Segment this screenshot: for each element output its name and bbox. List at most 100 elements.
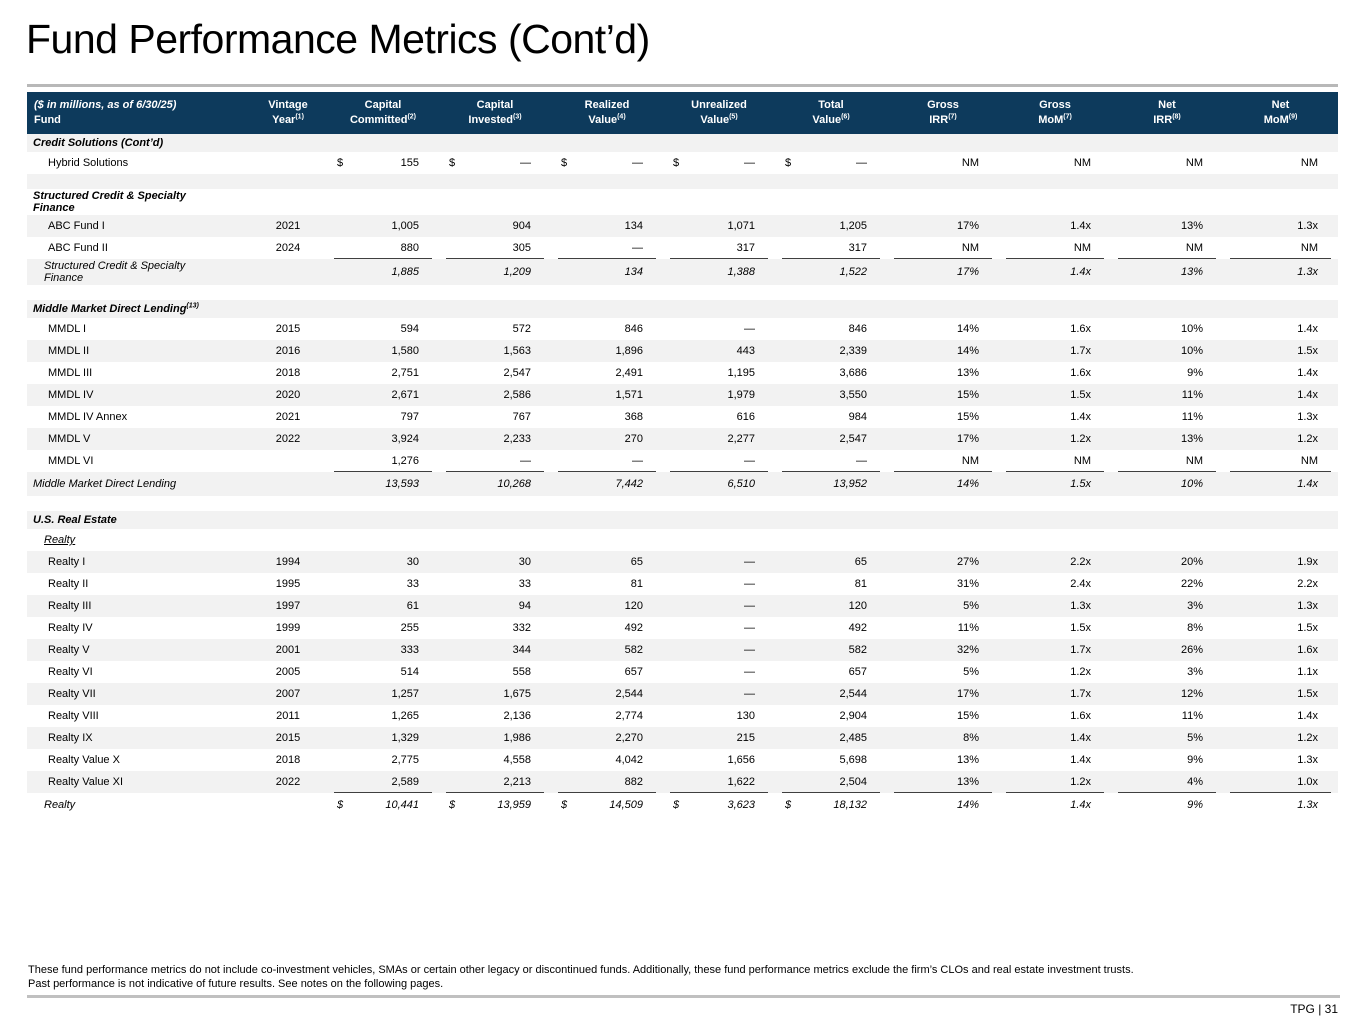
- cell-invested: 33: [518, 578, 531, 590]
- cell-fund: Realty: [44, 799, 76, 811]
- cell-unrealized: 1,071: [663, 215, 775, 237]
- cell-invested: 30: [439, 551, 551, 573]
- cell-unrealized: [663, 529, 775, 551]
- cell-unrealized: 443: [663, 340, 775, 362]
- cell-net_irr: 5%: [1111, 727, 1223, 749]
- cell-invested: 1,675: [439, 683, 551, 705]
- cell-net_irr: 3%: [1187, 666, 1203, 678]
- cell-gross_mom: [999, 511, 1111, 529]
- cell-realized: 2,270: [551, 727, 663, 749]
- cell-gross_irr: 17%: [887, 215, 999, 237]
- cell-gross_mom: 1.5x: [999, 472, 1111, 496]
- cell-vintage: 2015: [275, 323, 301, 335]
- cell-vintage: 2022: [249, 771, 327, 793]
- column-header-committed: Capital Committed(2): [327, 92, 439, 134]
- cell-gross_mom: 1.7x: [999, 639, 1111, 661]
- cell-unrealized: [663, 134, 775, 152]
- cell-fund: [27, 174, 249, 189]
- cell-net_mom: 1.5x: [1297, 622, 1318, 634]
- cell-realized: —: [551, 450, 663, 472]
- cell-gross_mom: 1.2x: [999, 428, 1111, 450]
- cell-total: 2,339: [775, 340, 887, 362]
- fund-row: Realty II 1995 33 33 81 — 81 31% 2.4x 22% 2.2x: [27, 573, 1338, 595]
- cell-gross_mom: 1.2x: [999, 771, 1111, 793]
- cell-vintage: 2001: [249, 639, 327, 661]
- cell-committed: 1,276: [327, 450, 439, 472]
- cell-unrealized: 215: [663, 727, 775, 749]
- footer-divider: [27, 995, 1340, 998]
- cell-gross_irr: 15%: [956, 411, 979, 423]
- cell-net_irr: [1111, 511, 1223, 529]
- cell-realized: $14,509: [561, 799, 643, 811]
- cell-committed: 2,589: [327, 771, 439, 793]
- cell-committed: 1,329: [327, 727, 439, 749]
- cell-committed: 797: [400, 411, 419, 423]
- fund-row: Realty IX 2015 1,329 1,986 2,270 215 2,485 8% 1.…: [27, 727, 1338, 749]
- cell-fund: Realty III: [27, 595, 249, 617]
- cell-net_mom: 1.5x: [1223, 340, 1338, 362]
- fund-row: MMDL IV Annex 2021 797 767 368 616 984 15% 1.4x 1…: [27, 406, 1338, 428]
- cell-committed: $10,441: [337, 799, 419, 811]
- cell-unrealized: [663, 496, 775, 511]
- cell-realized: 4,042: [615, 754, 643, 766]
- cell-gross_irr: [887, 189, 999, 215]
- cell-vintage: 2011: [276, 710, 300, 722]
- cell-gross_irr: [887, 529, 999, 551]
- cell-net_mom: [1223, 511, 1338, 529]
- cell-committed: 255: [400, 622, 419, 634]
- cell-total: $ —: [785, 157, 867, 169]
- cell-net_mom: [1223, 300, 1338, 318]
- cell-invested: 4,558: [503, 754, 531, 766]
- cell-net_mom: [1223, 174, 1338, 189]
- cell-net_irr: NM: [1185, 157, 1203, 169]
- cell-unrealized: —: [663, 551, 775, 573]
- cell-fund: Realty V: [27, 639, 249, 661]
- cell-vintage: [249, 496, 327, 511]
- cell-realized: [551, 529, 663, 551]
- cell-total: 3,686: [839, 367, 867, 379]
- cell-invested: 1,986: [439, 727, 551, 749]
- cell-gross_mom: 1.3x: [999, 595, 1111, 617]
- fund-row: ABC Fund I 2021 1,005 904 134 1,071 1,205 17% 1.…: [27, 215, 1338, 237]
- cell-invested: 10,268: [439, 472, 551, 496]
- cell-unrealized: —: [744, 578, 755, 590]
- column-header-net_mom: Net MoM(9): [1223, 92, 1338, 134]
- cell-realized: [551, 285, 663, 300]
- column-header-gross_mom: Gross MoM(7): [999, 92, 1111, 134]
- section-row: Middle Market Direct Lending(13): [27, 300, 1338, 318]
- cell-gross_mom: 1.7x: [999, 683, 1111, 705]
- cell-committed: [327, 189, 439, 215]
- cell-gross_irr: 17%: [887, 259, 999, 285]
- cell-committed: 33: [406, 578, 419, 590]
- cell-total: 2,485: [775, 727, 887, 749]
- cell-gross_mom: [999, 529, 1111, 551]
- blank-row: [27, 174, 1338, 189]
- cell-gross_irr: 13%: [956, 367, 979, 379]
- cell-realized: [551, 511, 663, 529]
- cell-unrealized: [663, 300, 775, 318]
- cell-realized: 2,774: [615, 710, 643, 722]
- cell-gross_irr: 27%: [887, 551, 999, 573]
- cell-gross_irr: 31%: [956, 578, 979, 590]
- cell-net_mom: 1.4x: [1297, 367, 1318, 379]
- cell-net_mom: 1.3x: [1223, 215, 1338, 237]
- cell-gross_mom: 1.6x: [1070, 323, 1091, 335]
- cell-total: [775, 174, 887, 189]
- cell-vintage: [249, 189, 327, 215]
- cell-vintage: [249, 259, 327, 285]
- cell-unrealized: $ —: [673, 157, 755, 169]
- fund-row: MMDL I 2015 594 572 846 — 846 14% 1.6x 10% 1.4x: [27, 318, 1338, 340]
- cell-gross_mom: NM: [999, 237, 1111, 259]
- cell-net_mom: [1223, 285, 1338, 300]
- fund-row: MMDL III 2018 2,751 2,547 2,491 1,195 3,686 13%…: [27, 362, 1338, 384]
- cell-net_mom: 1.2x: [1223, 428, 1338, 450]
- cell-total: [775, 285, 887, 300]
- dollar-sign: $: [337, 799, 344, 811]
- cell-gross_mom: [999, 285, 1111, 300]
- cell-vintage: [249, 472, 327, 496]
- section-row: Credit Solutions (Cont’d): [27, 134, 1338, 152]
- cell-vintage: [249, 529, 327, 551]
- cell-vintage: [249, 134, 327, 152]
- dollar-sign: $: [449, 799, 456, 811]
- cell-fund: Realty II: [48, 578, 89, 590]
